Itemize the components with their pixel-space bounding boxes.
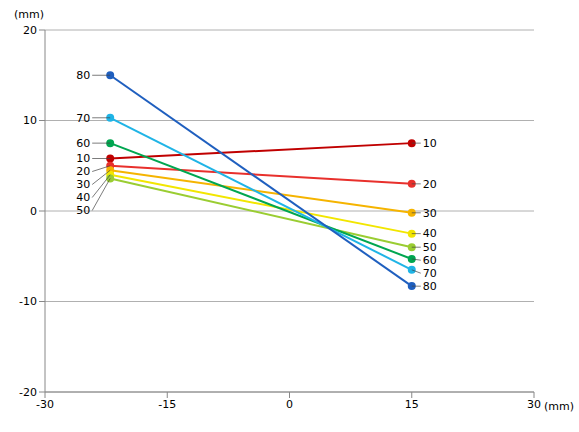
html-text:(mm): (mm) bbox=[14, 8, 44, 21]
svg-text:-15: -15 bbox=[158, 398, 176, 411]
svg-text:50: 50 bbox=[423, 241, 437, 254]
svg-text:30: 30 bbox=[76, 178, 90, 191]
svg-text:0: 0 bbox=[286, 398, 293, 411]
svg-text:10: 10 bbox=[76, 152, 90, 165]
svg-text:-20: -20 bbox=[19, 386, 37, 399]
svg-text:20: 20 bbox=[76, 165, 90, 178]
html-text:(mm): (mm) bbox=[544, 400, 574, 413]
svg-text:0: 0 bbox=[30, 205, 37, 218]
svg-text:20: 20 bbox=[23, 24, 37, 37]
svg-text:80: 80 bbox=[423, 280, 437, 293]
svg-text:-10: -10 bbox=[19, 295, 37, 308]
svg-text:20: 20 bbox=[423, 178, 437, 191]
svg-text:40: 40 bbox=[76, 191, 90, 204]
svg-text:60: 60 bbox=[76, 137, 90, 150]
svg-text:15: 15 bbox=[405, 398, 419, 411]
svg-text:70: 70 bbox=[76, 112, 90, 125]
svg-text:-30: -30 bbox=[36, 398, 54, 411]
svg-text:30: 30 bbox=[423, 207, 437, 220]
svg-text:10: 10 bbox=[23, 114, 37, 127]
svg-text:30: 30 bbox=[527, 398, 541, 411]
svg-text:40: 40 bbox=[423, 227, 437, 240]
svg-text:80: 80 bbox=[76, 69, 90, 82]
svg-text:70: 70 bbox=[423, 267, 437, 280]
svg-text:10: 10 bbox=[423, 137, 437, 150]
svg-text:60: 60 bbox=[423, 254, 437, 267]
svg-text:50: 50 bbox=[76, 204, 90, 217]
